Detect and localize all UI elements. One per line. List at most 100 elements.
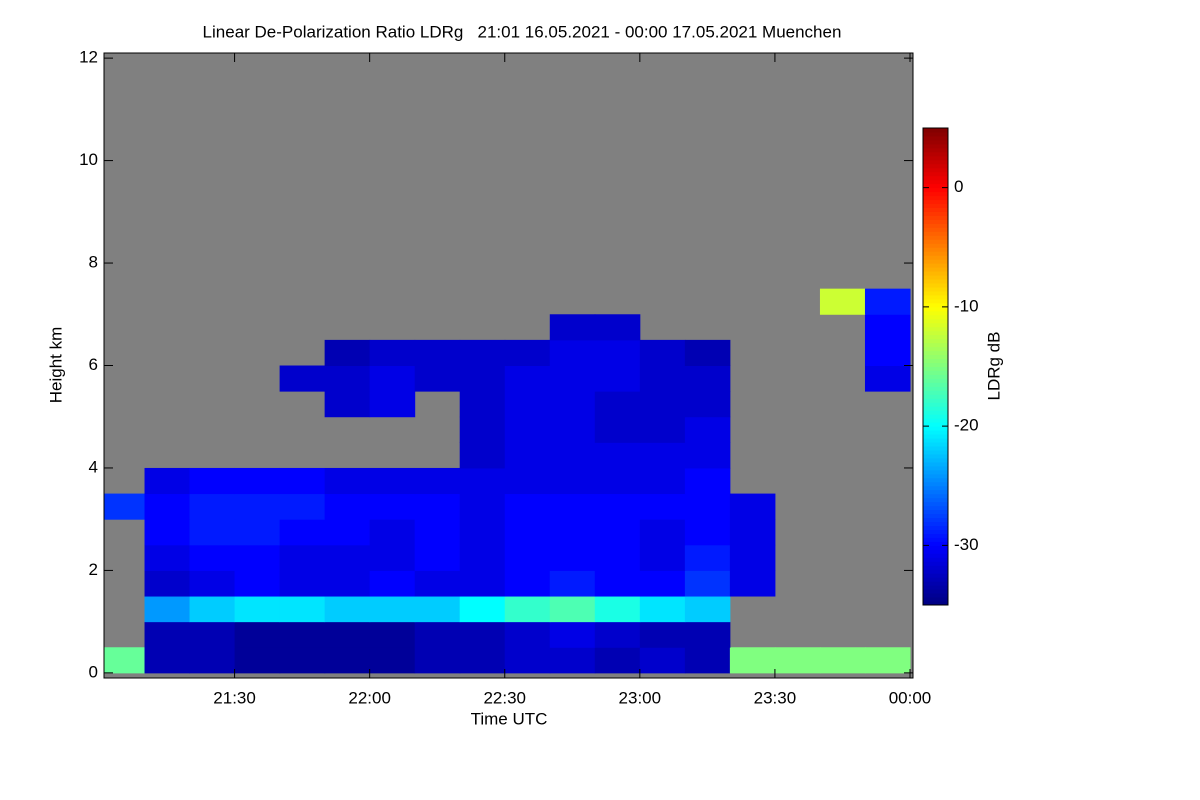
- colorbar-segment: [923, 128, 948, 133]
- colorbar-segment: [923, 342, 948, 348]
- heatmap-cell: [504, 519, 551, 546]
- heatmap-cell: [504, 647, 551, 674]
- heatmap-cell: [684, 442, 731, 469]
- heatmap-cell: [324, 647, 371, 674]
- heatmap-cell: [189, 621, 236, 648]
- heatmap-cell: [189, 467, 236, 495]
- heatmap-cell: [369, 493, 416, 520]
- heatmap-cell: [594, 416, 641, 443]
- heatmap-cell: [459, 647, 506, 674]
- heatmap-cell: [864, 647, 911, 674]
- heatmap-cell: [369, 544, 416, 571]
- colorbar-segment: [923, 438, 948, 443]
- colorbar-segment: [923, 283, 948, 288]
- heatmap-cell: [189, 519, 236, 546]
- colorbar-segment: [923, 147, 948, 153]
- heatmap-cell: [864, 365, 911, 392]
- colorbar-segment: [923, 199, 948, 205]
- heatmap-cell: [369, 570, 416, 597]
- heatmap-cell: [504, 621, 551, 648]
- heatmap-cell: [504, 544, 551, 571]
- colorbar-segment: [923, 553, 948, 558]
- colorbar-segment: [923, 159, 948, 165]
- heatmap-cell: [549, 365, 596, 392]
- colorbar-segment: [923, 485, 948, 491]
- colorbar-segment: [923, 529, 948, 534]
- colorbar-segment: [923, 131, 948, 137]
- heatmap-cell: [684, 596, 731, 623]
- heatmap-cell: [369, 391, 416, 418]
- heatmap-cell: [144, 467, 191, 495]
- heatmap-cell: [639, 416, 686, 443]
- heatmap-cell: [324, 339, 371, 366]
- heatmap-cell: [639, 647, 686, 674]
- colorbar-segment: [923, 255, 948, 260]
- heatmap-cell: [684, 365, 731, 392]
- colorbar-segment: [923, 477, 948, 483]
- heatmap-cell: [684, 519, 731, 546]
- heatmap-cell: [594, 314, 641, 341]
- heatmap-cell: [459, 596, 506, 623]
- colorbar-segment: [923, 267, 948, 272]
- chart-title: Linear De-Polarization Ratio LDRg 21:01 …: [203, 22, 842, 41]
- colorbar-segment: [923, 171, 948, 177]
- y-tick-label: 8: [89, 253, 98, 272]
- heatmap-cell: [279, 570, 326, 597]
- heatmap-cell: [729, 519, 776, 546]
- heatmap-cell: [504, 416, 551, 443]
- colorbar-tick-label: 0: [954, 177, 963, 196]
- heatmap-cell: [414, 519, 461, 546]
- colorbar-segment: [923, 378, 948, 383]
- heatmap-cell: [684, 416, 731, 443]
- heatmap-cell: [639, 519, 686, 546]
- colorbar-segment: [923, 374, 948, 379]
- heatmap-cell: [459, 519, 506, 546]
- heatmap-cell: [594, 365, 641, 392]
- colorbar-segment: [923, 362, 948, 367]
- heatmap-cell: [459, 467, 506, 495]
- colorbar-segment: [923, 446, 948, 451]
- y-axis-label: Height km: [46, 327, 65, 404]
- heatmap-cell: [684, 544, 731, 571]
- heatmap-cell: [684, 391, 731, 418]
- heatmap-cell: [594, 519, 641, 546]
- heatmap-cell: [684, 647, 731, 674]
- colorbar-segment: [923, 326, 948, 332]
- colorbar-segment: [923, 601, 948, 606]
- heatmap-cell: [234, 621, 281, 648]
- heatmap-cell: [324, 365, 371, 392]
- heatmap-cell: [504, 339, 551, 366]
- colorbar-segment: [923, 521, 948, 526]
- heatmap-cell: [504, 570, 551, 597]
- heatmap-cell: [234, 519, 281, 546]
- heatmap-cell: [549, 391, 596, 418]
- colorbar-segment: [923, 402, 948, 407]
- heatmap-cell: [414, 621, 461, 648]
- heatmap-cell: [369, 339, 416, 366]
- colorbar-segment: [923, 310, 948, 316]
- colorbar-segment: [923, 394, 948, 399]
- heatmap-cell: [369, 519, 416, 546]
- colorbar-segment: [923, 243, 948, 248]
- colorbar-segment: [923, 139, 948, 145]
- colorbar-segment: [923, 354, 948, 360]
- colorbar-segment: [923, 406, 948, 411]
- colorbar-segment: [923, 322, 948, 328]
- heatmap-cell: [594, 493, 641, 520]
- heatmap-cell: [549, 621, 596, 648]
- colorbar-segment: [923, 143, 948, 149]
- colorbar-segment: [923, 263, 948, 268]
- heatmap-cell: [549, 339, 596, 366]
- heatmap-cell: [639, 391, 686, 418]
- heatmap-cell: [324, 621, 371, 648]
- colorbar-segment: [923, 577, 948, 582]
- heatmap-cell: [144, 647, 191, 674]
- heatmap-cell: [639, 339, 686, 366]
- heatmap-cell: [639, 544, 686, 571]
- colorbar-segment: [923, 314, 948, 320]
- colorbar-segment: [923, 187, 948, 193]
- heatmap-cell: [594, 570, 641, 597]
- heatmap-cell: [819, 288, 866, 315]
- colorbar-segment: [923, 442, 948, 447]
- heatmap-cell: [594, 442, 641, 469]
